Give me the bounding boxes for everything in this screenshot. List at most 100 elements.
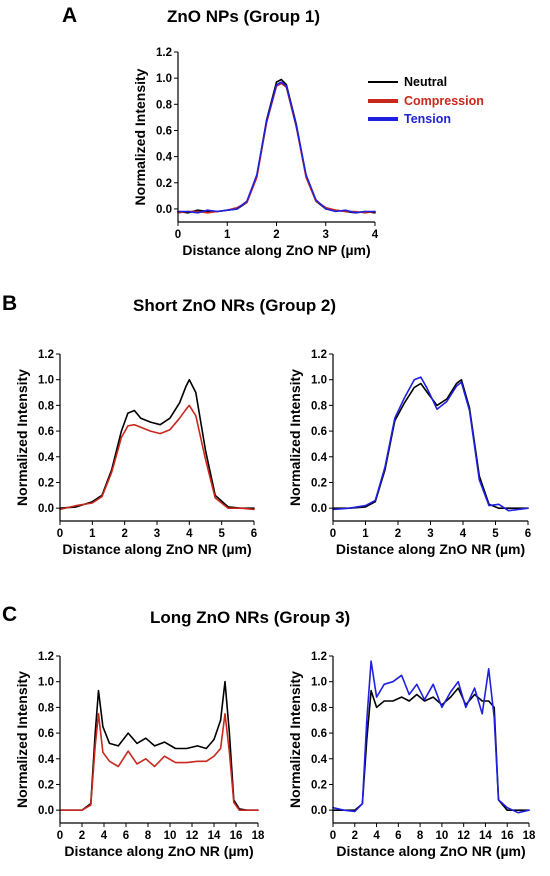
legend-label-compression: Compression [404, 94, 484, 108]
chart-group3-left: 0 2 4 6 8 10 12 14 16 18 0.0 0.2 0.4 0.6 0.8 1.0 1.2 Dist… [14, 651, 265, 859]
series-tension-c-right [332, 660, 530, 814]
chart-group2-left: 0 1 2 3 4 5 6 0.0 0.2 0.4 0.6 0.8 1.0 1.2 Distance alo… [14, 349, 257, 557]
y-tick-label-c-left: 1.2 [38, 651, 54, 663]
legend: Neutral Compression Tension [368, 75, 484, 126]
y-tick-label-b-right: 0.8 [311, 400, 328, 412]
x-tick-label-b-right: 4 [460, 528, 467, 540]
x-tick-label-c-right: 10 [435, 830, 448, 842]
x-axis-label-c-left: Distance along ZnO NR (µm) [64, 843, 253, 859]
x-tick-label-b-left: 0 [57, 528, 63, 540]
x-tick-label-c-right: 12 [457, 830, 470, 842]
x-tick-label-b-left: 2 [121, 528, 127, 540]
x-tick-label-c-left: 8 [145, 830, 152, 842]
x-tick-label-b-left: 5 [218, 528, 225, 540]
series-tension-a [177, 81, 376, 214]
y-axis-label-c-right: Normalized Intensity [287, 671, 303, 808]
x-tick-label-c-right: 6 [395, 830, 401, 842]
x-tick-label-a: 1 [224, 229, 231, 241]
series-neutral-b-right [332, 378, 529, 509]
series-neutral-c-left [59, 680, 259, 811]
x-tick-label-a: 0 [175, 229, 181, 241]
x-tick-label-c-left: 14 [208, 830, 221, 842]
series-neutral-a [177, 78, 376, 214]
y-axis-label-b-left: Normalized Intensity [14, 369, 30, 506]
x-tick-label-a: 4 [372, 229, 379, 241]
y-tick-label-c-left: 0.6 [38, 728, 54, 740]
x-tick-label-b-right: 6 [525, 528, 531, 540]
y-tick-label-b-right: 1.2 [311, 349, 327, 361]
x-tick-label-b-right: 3 [427, 528, 433, 540]
y-tick-label-c-right: 0.2 [311, 779, 327, 791]
y-tick-label-b-left: 0.2 [38, 477, 54, 489]
y-tick-label-a: 0.6 [156, 125, 172, 137]
y-tick-label-b-left: 0.0 [38, 503, 54, 515]
y-tick-label-c-left: 0.2 [38, 779, 54, 791]
x-tick-label-c-left: 4 [101, 830, 108, 842]
series-compression-a [177, 82, 376, 214]
x-tick-label-c-left: 2 [79, 830, 85, 842]
chart-group3-right: 0 2 4 6 8 10 12 14 16 18 0.0 0.2 0.4 0.6 0.8 1.0 1.2 Dist… [287, 651, 536, 859]
y-tick-label-b-left: 1.0 [38, 375, 54, 387]
y-axis-label-a: Normalized Intensity [132, 68, 148, 205]
legend-label-neutral: Neutral [404, 75, 447, 89]
x-tick-label-c-left: 12 [186, 830, 199, 842]
x-tick-label-b-right: 0 [330, 528, 336, 540]
y-axis-label-b-right: Normalized Intensity [287, 369, 303, 506]
chart-group2-right: 0 1 2 3 4 5 6 0.0 0.2 0.4 0.6 0.8 1.0 1.2 Distance alo… [287, 349, 531, 557]
x-tick-label-c-left: 16 [230, 830, 243, 842]
x-tick-label-b-right: 1 [362, 528, 369, 540]
x-axis-label-b-left: Distance along ZnO NR (µm) [62, 541, 251, 557]
x-tick-label-a: 2 [273, 229, 279, 241]
x-tick-label-c-left: 10 [164, 830, 177, 842]
y-tick-label-b-left: 0.6 [38, 426, 54, 438]
x-tick-label-c-right: 2 [352, 830, 358, 842]
y-axis-label-c-left: Normalized Intensity [14, 671, 30, 808]
y-tick-label-b-left: 1.2 [38, 349, 54, 361]
panel-letter-b: B [2, 292, 17, 315]
y-tick-label-b-right: 0.2 [311, 477, 327, 489]
x-tick-label-b-left: 3 [154, 528, 160, 540]
y-tick-label-b-right: 1.0 [311, 375, 327, 387]
x-tick-label-c-left: 6 [123, 830, 129, 842]
y-tick-label-c-left: 0.0 [38, 805, 54, 817]
x-tick-label-a: 3 [323, 229, 329, 241]
x-tick-label-b-left: 1 [89, 528, 96, 540]
x-axis-label-c-right: Distance along ZnO NR (µm) [336, 843, 525, 859]
y-tick-label-a: 1.0 [156, 73, 172, 85]
x-tick-label-c-right: 8 [417, 830, 424, 842]
chart-group1-np: 0 1 2 3 4 0.0 0.2 0.4 0.6 0.8 1.0 1.2 Distance along… [132, 47, 379, 258]
series-neutral-b-left [59, 378, 255, 509]
x-tick-label-c-right: 16 [501, 830, 514, 842]
panel-title-b: Short ZnO NRs (Group 2) [133, 296, 336, 315]
y-tick-label-b-right: 0.4 [311, 452, 328, 464]
x-tick-label-c-left: 0 [57, 830, 63, 842]
y-tick-label-b-left: 0.4 [38, 452, 55, 464]
panel-letter-c: C [2, 603, 17, 626]
x-tick-label-b-left: 6 [251, 528, 257, 540]
x-tick-label-b-left: 4 [186, 528, 193, 540]
y-tick-label-c-right: 0.6 [311, 728, 327, 740]
x-tick-label-b-right: 5 [492, 528, 499, 540]
x-tick-label-c-right: 0 [330, 830, 336, 842]
x-tick-label-c-right: 18 [523, 830, 536, 842]
y-tick-label-c-left: 1.0 [38, 677, 54, 689]
series-compression-b-left [59, 404, 255, 511]
legend-label-tension: Tension [404, 112, 451, 126]
y-tick-label-c-right: 0.4 [311, 754, 328, 766]
y-tick-label-c-left: 0.4 [38, 754, 55, 766]
y-tick-label-b-right: 0.0 [311, 503, 327, 515]
panel-title-c: Long ZnO NRs (Group 3) [150, 608, 350, 627]
x-tick-label-c-right: 14 [479, 830, 492, 842]
y-tick-label-a: 0.0 [156, 204, 172, 216]
x-tick-label-c-right: 4 [373, 830, 380, 842]
y-tick-label-a: 0.8 [156, 99, 173, 111]
y-tick-label-a: 1.2 [156, 47, 172, 59]
y-tick-label-b-right: 0.6 [311, 426, 327, 438]
x-tick-label-c-left: 18 [252, 830, 265, 842]
series-tension-b-right [332, 376, 529, 512]
y-tick-label-c-left: 0.8 [38, 702, 55, 714]
y-tick-label-c-right: 0.0 [311, 805, 327, 817]
panel-letter-a: A [62, 4, 77, 27]
x-axis-label-a: Distance along ZnO NP (µm) [182, 242, 370, 258]
